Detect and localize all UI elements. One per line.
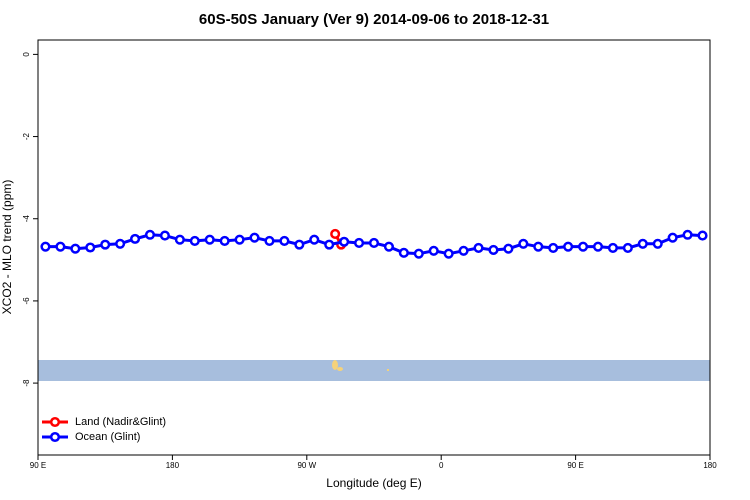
y-tick-label: -2 (22, 132, 31, 140)
x-tick-label: 90 E (567, 461, 583, 470)
point (309, 234, 320, 245)
x-tick-label: 90 E (30, 461, 46, 470)
y-tick-label: -8 (22, 379, 31, 387)
point (518, 238, 529, 249)
point (697, 230, 708, 241)
chart-title: 60S-50S January (Ver 9) 2014-09-06 to 20… (199, 11, 549, 28)
point (70, 243, 81, 254)
point (264, 235, 275, 246)
point (458, 245, 469, 256)
point (144, 229, 156, 240)
point (294, 239, 305, 250)
point (413, 248, 424, 259)
point (383, 241, 394, 252)
point (55, 241, 66, 252)
point (428, 245, 439, 256)
point (100, 239, 111, 250)
point (115, 238, 126, 249)
point (339, 236, 350, 247)
ocean-strip (38, 360, 710, 381)
point (249, 232, 260, 243)
point (473, 242, 484, 253)
point (563, 241, 574, 252)
x-tick-label: 180 (703, 461, 717, 470)
x-tick-label: 0 (439, 461, 444, 470)
x-tick-label: 180 (166, 461, 180, 470)
point (330, 228, 341, 239)
point (578, 241, 589, 252)
legend-marker (49, 416, 61, 428)
plot-frame (37, 39, 711, 456)
point (652, 238, 663, 249)
point (607, 242, 618, 253)
point (234, 234, 245, 245)
point (189, 235, 200, 246)
y-tick-label: -6 (22, 297, 31, 305)
point (548, 242, 559, 253)
point (443, 248, 454, 259)
point (219, 235, 230, 246)
point (204, 234, 215, 245)
point (279, 235, 290, 246)
point (40, 241, 51, 252)
point (398, 247, 409, 258)
point (667, 232, 678, 243)
legend-marker (49, 431, 61, 443)
point (622, 242, 633, 253)
point (324, 239, 335, 250)
point (592, 241, 604, 252)
y-tick-label: -4 (22, 215, 31, 223)
x-axis-label: Longitude (deg E) (326, 476, 421, 490)
point (533, 241, 544, 252)
point (130, 233, 141, 244)
legend-label: Land (Nadir&Glint) (75, 416, 166, 428)
point (637, 238, 648, 249)
point (503, 243, 514, 254)
y-axis-label: XCO2 - MLO trend (ppm) (0, 180, 14, 315)
point (85, 242, 96, 253)
point (368, 237, 380, 249)
point (354, 237, 365, 249)
x-tick-label: 90 W (297, 461, 316, 470)
point (174, 234, 185, 245)
y-tick-label: 0 (22, 52, 31, 57)
point (682, 229, 693, 240)
land-blob (337, 367, 343, 371)
land-blob (387, 369, 389, 371)
legend-label: Ocean (Glint) (75, 431, 140, 443)
land-blob (332, 360, 338, 370)
point (159, 230, 170, 241)
point (488, 244, 499, 256)
